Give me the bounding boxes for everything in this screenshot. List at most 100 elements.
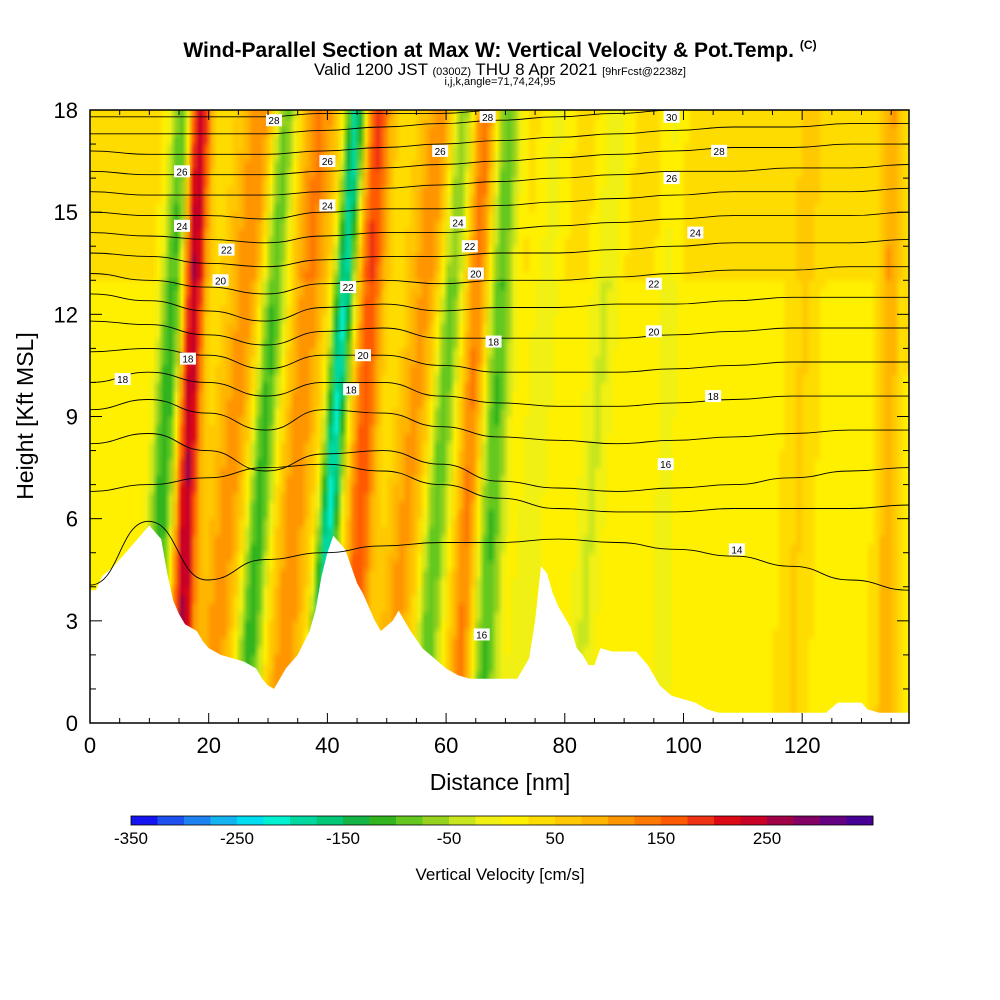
colorbar-tick-label: -250 xyxy=(220,829,254,848)
isentrope-label: 18 xyxy=(343,383,360,396)
y-tick-label: 12 xyxy=(54,302,78,327)
isentrope-line xyxy=(89,371,909,407)
colorbar-tick-label: 50 xyxy=(546,829,565,848)
isentrope-label: 22 xyxy=(645,277,662,291)
colorbar-swatch xyxy=(820,816,847,825)
colorbar-frame xyxy=(130,815,874,826)
isentrope-label: 22 xyxy=(461,240,478,253)
isentrope-line xyxy=(89,293,909,322)
isentrope-label: 28 xyxy=(265,114,282,127)
colorbar-tick-label: -150 xyxy=(326,829,360,848)
isentrope-line xyxy=(89,123,909,155)
velocity-field xyxy=(90,110,909,723)
y-tick-label: 0 xyxy=(66,711,78,736)
isentrope-label-text: 24 xyxy=(690,229,702,240)
isentrope-line xyxy=(89,399,909,445)
forecast-info: [9hrFcst@2238z] xyxy=(602,66,686,78)
y-tick-label: 18 xyxy=(54,98,78,123)
isentrope-label-text: 14 xyxy=(731,545,743,556)
isentrope-line xyxy=(89,433,910,492)
isentrope-label-text: 28 xyxy=(714,147,726,158)
isentrope-label: 24 xyxy=(319,199,336,212)
isentrope-label-text: 26 xyxy=(322,157,334,168)
y-tick-label: 9 xyxy=(66,405,78,430)
colorbar-swatch xyxy=(369,816,397,825)
valid-utc: (0300Z) xyxy=(432,66,471,78)
y-tick-label: 6 xyxy=(66,507,78,532)
valid-date: THU 8 Apr 2021 xyxy=(475,60,598,79)
colorbar-swatch xyxy=(767,816,794,825)
isentrope-line xyxy=(89,187,910,220)
isentrope-label-text: 20 xyxy=(215,276,227,287)
x-tick-label: 60 xyxy=(434,733,458,758)
isentrope-label: 18 xyxy=(114,373,131,386)
isentrope-line xyxy=(89,266,909,295)
isentrope-label-text: 22 xyxy=(464,242,476,253)
colorbar-swatch xyxy=(157,816,185,825)
isentrope-label-text: 24 xyxy=(322,201,334,212)
colorbar-swatch xyxy=(661,816,688,825)
isentrope-label: 24 xyxy=(687,226,704,240)
title-mark: (C) xyxy=(799,38,817,52)
isentrope-label: 26 xyxy=(663,172,680,185)
y-tick-label: 3 xyxy=(66,609,78,634)
isentrope-label: 24 xyxy=(449,216,466,229)
y-axis-title: Height [Kft MSL] xyxy=(12,332,38,499)
isentrope-label: 26 xyxy=(319,155,336,168)
colorbar-swatch xyxy=(290,816,317,825)
axes: 0 20 40 60 80 100 120 0 3 6 9 12 15 18 xyxy=(54,98,909,758)
x-tick-label: 40 xyxy=(315,733,339,758)
isentrope-label: 18 xyxy=(705,390,722,403)
isentrope-label-text: 18 xyxy=(117,375,129,386)
isentrope-label-text: 20 xyxy=(357,351,369,362)
x-tick-label: 120 xyxy=(784,733,821,758)
colorbar-swatch xyxy=(740,816,768,825)
colorbar-swatch xyxy=(687,816,715,825)
terrain-shape xyxy=(90,525,909,723)
chart-title-text: Wind-Parallel Section at Max W: Vertical… xyxy=(183,39,794,62)
colorbar-swatch xyxy=(210,816,238,825)
isentrope-label-text: 18 xyxy=(708,392,720,403)
isentrope-label-text: 16 xyxy=(660,460,672,471)
colorbar-swatch xyxy=(237,816,264,825)
isentrope-line xyxy=(89,347,909,373)
isentrope-line xyxy=(89,211,910,244)
y-tick-label: 15 xyxy=(54,200,78,225)
isentrope-label-text: 26 xyxy=(435,147,447,158)
colorbar-swatch xyxy=(475,816,503,825)
isentrope-label: 26 xyxy=(432,144,449,158)
colorbar-swatch xyxy=(555,816,582,825)
isentrope-labels: 28 28 30 28 26 26 26 26 24 24 24 24 22 22 22 22 20 20 20 20… xyxy=(114,110,745,641)
x-axis-title: Distance [nm] xyxy=(430,769,571,795)
isentrope-line xyxy=(89,143,909,176)
x-tick-label: 80 xyxy=(553,733,577,758)
isentrope-label-text: 22 xyxy=(221,246,233,257)
colorbar-swatch xyxy=(449,816,476,825)
isentrope-label-text: 24 xyxy=(176,222,188,233)
isentrope-label-text: 28 xyxy=(482,113,494,124)
colorbar-swatch xyxy=(263,816,291,825)
isentrope-label: 20 xyxy=(467,267,484,280)
colorbar-swatch xyxy=(316,816,344,825)
isentrope-label: 16 xyxy=(473,628,490,641)
colorbar-swatch xyxy=(131,816,158,825)
chart-subtitle: Valid 1200 JST (0300Z) THU 8 Apr 2021 [9… xyxy=(0,60,1000,80)
grid-info: i,j,k,angle=71,74,24,95 xyxy=(444,76,556,88)
isentrope-label: 22 xyxy=(340,281,357,294)
isentrope-line xyxy=(89,164,910,196)
colorbar-swatch xyxy=(184,816,211,825)
colorbar-swatch xyxy=(396,816,423,825)
terrain-mask xyxy=(90,525,909,723)
isentrope-label: 20 xyxy=(355,349,371,362)
isentrope-label-text: 16 xyxy=(476,630,488,641)
isentrope-line xyxy=(89,520,910,591)
isentrope-line xyxy=(89,463,910,513)
isentrope-label: 20 xyxy=(212,274,229,287)
isentrope-label-text: 30 xyxy=(666,113,678,124)
colorbar-swatch xyxy=(793,816,821,825)
velocity-raster xyxy=(90,110,909,723)
isentrope-label-text: 18 xyxy=(346,385,358,396)
isentrope-label: 14 xyxy=(728,543,745,556)
x-tick-label: 0 xyxy=(84,733,96,758)
